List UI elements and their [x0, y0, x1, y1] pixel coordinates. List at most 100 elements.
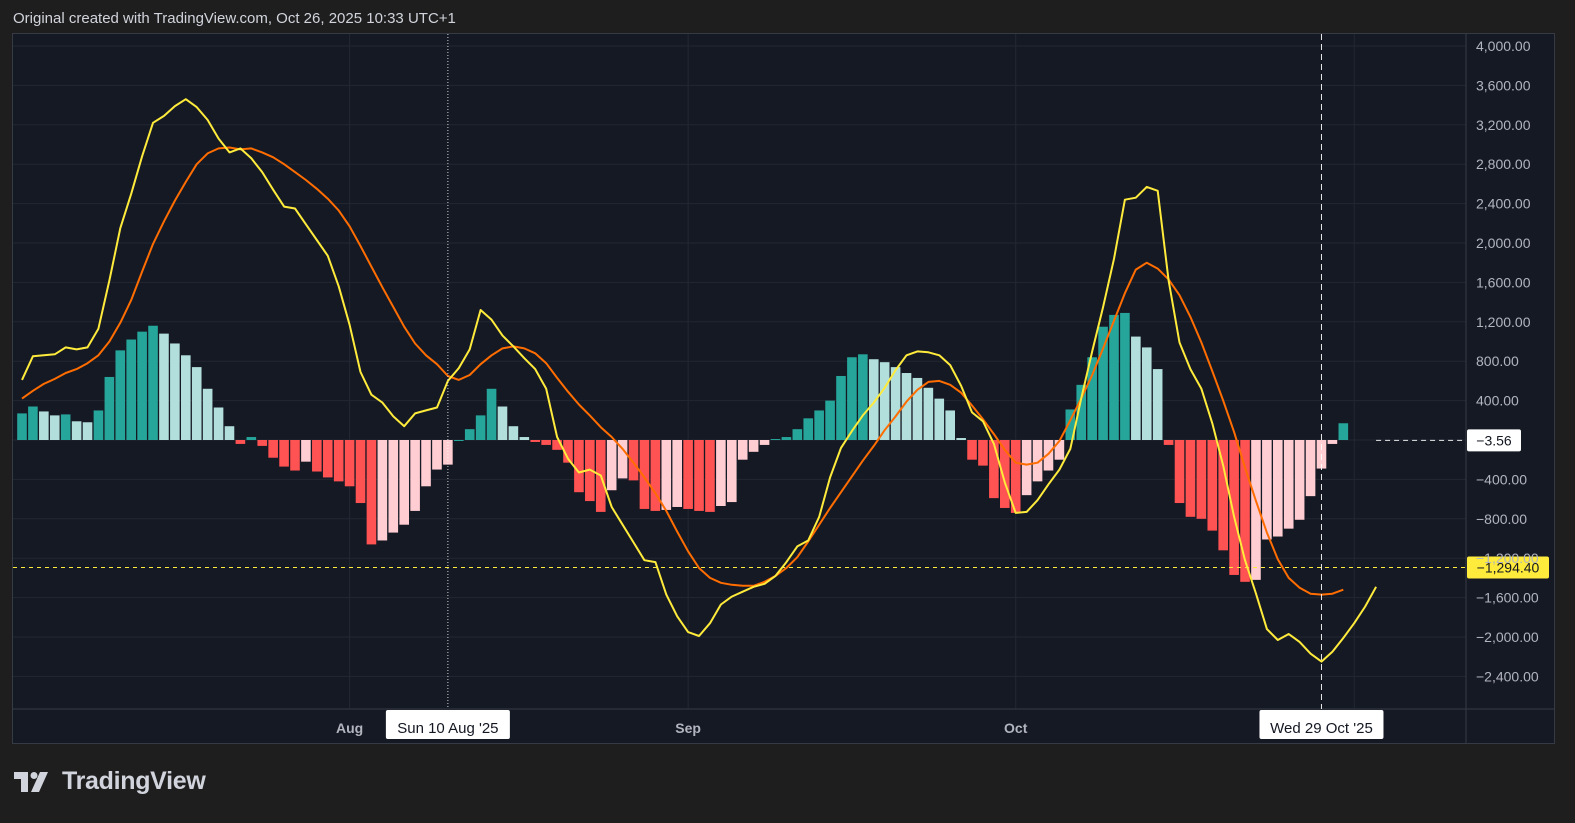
histogram-bar — [574, 440, 584, 493]
histogram-bar — [1054, 440, 1065, 460]
histogram-bar — [1000, 440, 1010, 508]
histogram-bar — [388, 440, 399, 533]
histogram-bar — [1338, 423, 1349, 440]
histogram-bar — [705, 440, 715, 512]
histogram-bar — [683, 440, 693, 509]
histogram-bar — [115, 350, 126, 440]
histogram-bar — [279, 440, 289, 467]
histogram-bar — [181, 355, 191, 440]
histogram-bar — [672, 440, 682, 507]
tradingview-logo[interactable]: TradingView — [14, 767, 206, 796]
histogram-bar — [836, 375, 846, 440]
y-tick-label: 1,600.00 — [1476, 274, 1531, 290]
histogram-bar — [978, 440, 988, 466]
histogram-bar — [945, 410, 955, 440]
macd-line — [21, 98, 1377, 663]
y-tick-label: −800.00 — [1476, 511, 1527, 527]
x-axis: Aug Sep Oct Sun 10 Aug '25 Wed 29 Oct '25 — [336, 710, 1384, 739]
histogram-bar — [541, 440, 551, 445]
histogram-bar — [814, 410, 824, 440]
histogram-bar — [410, 440, 420, 511]
histogram-bar — [912, 377, 923, 440]
histogram-bar — [17, 413, 27, 440]
x-tick-label: Aug — [336, 720, 363, 736]
histogram-bar — [443, 440, 453, 465]
histogram-bar — [1141, 347, 1152, 440]
histogram-bar — [890, 367, 901, 440]
histogram-bar — [1174, 440, 1185, 504]
histogram-bar — [737, 440, 748, 460]
y-tick-label: −1,200.00 — [1476, 550, 1539, 566]
y-tick-label: 3,200.00 — [1476, 117, 1531, 133]
histogram-bar — [1021, 440, 1032, 496]
histogram-bar — [312, 440, 322, 472]
histogram-bar — [727, 440, 737, 503]
histogram-bar — [639, 440, 650, 509]
y-tick-label: 800.00 — [1476, 353, 1519, 369]
histogram-bar — [39, 411, 49, 440]
histogram-bar — [694, 440, 704, 511]
histogram-bar — [1120, 312, 1130, 440]
histogram-bar — [563, 440, 573, 463]
histogram-bar — [301, 440, 311, 462]
histogram-bar — [235, 440, 246, 444]
y-tick-label: 400.00 — [1476, 393, 1519, 409]
histogram-bar — [104, 376, 115, 440]
histogram-bar — [847, 357, 857, 440]
histogram-bar — [956, 438, 966, 440]
x-tick-label: Sep — [675, 720, 701, 736]
histogram-bar — [508, 426, 519, 440]
histogram-bar — [49, 415, 60, 440]
y-tick-label: 2,400.00 — [1476, 196, 1531, 212]
histogram-bar — [1229, 440, 1239, 575]
histogram-bar — [28, 406, 38, 440]
histogram-bar — [148, 325, 158, 440]
histogram-bar — [1218, 440, 1228, 551]
histogram-bar — [399, 440, 409, 525]
histogram-bar — [1087, 357, 1097, 440]
histogram-bar — [71, 421, 82, 440]
histogram-bar — [366, 440, 377, 545]
histogram-bar — [748, 440, 759, 452]
histogram-bar — [1185, 440, 1196, 517]
current-value-badge — [1467, 429, 1521, 452]
histogram-bar — [126, 339, 136, 440]
y-tick-label: 2,800.00 — [1476, 156, 1531, 172]
y-tick-label: 2,000.00 — [1476, 235, 1531, 251]
histogram-bar — [716, 440, 726, 506]
histogram-bar — [1098, 326, 1108, 440]
histogram-bar — [530, 440, 541, 442]
histogram-bar — [792, 429, 803, 440]
histogram-bar — [1076, 384, 1087, 440]
y-tick-label: 4,000.00 — [1476, 38, 1531, 54]
y-tick-label: −2,000.00 — [1476, 629, 1539, 645]
histogram-bar — [879, 362, 890, 440]
histogram-bar — [1251, 440, 1261, 580]
histogram-bar — [1196, 440, 1207, 519]
x-tick-label: Oct — [1004, 720, 1028, 736]
histogram-bar — [519, 437, 530, 440]
histogram-bar — [1305, 440, 1316, 497]
highlight-value-badge — [1467, 556, 1549, 579]
histogram-bar — [901, 373, 912, 440]
histogram-bar — [268, 440, 278, 458]
histogram-bar — [1043, 440, 1054, 471]
histogram-bar — [93, 410, 104, 440]
y-tick-label: −1,600.00 — [1476, 590, 1539, 606]
y-tick-label: 3,600.00 — [1476, 77, 1531, 93]
histogram-bar — [1240, 440, 1250, 582]
histogram-bar — [475, 415, 486, 440]
histogram-bar — [989, 440, 999, 499]
macd-chart-panel[interactable] — [12, 33, 1555, 744]
histogram-bar — [137, 331, 147, 440]
histogram-bar — [82, 422, 93, 440]
histogram-bar — [967, 440, 977, 460]
y-axis: 4,000.00 3,600.00 3,200.00 2,800.00 2,400.00… — [1476, 38, 1539, 684]
histogram-bar — [628, 440, 639, 481]
histogram-bar — [650, 440, 661, 511]
histogram-bar — [344, 440, 355, 487]
histogram-bar — [858, 354, 868, 440]
highlight-value-label: −1,294.40 — [1477, 559, 1540, 575]
crosshair-date-label-right-badge — [1259, 710, 1384, 739]
